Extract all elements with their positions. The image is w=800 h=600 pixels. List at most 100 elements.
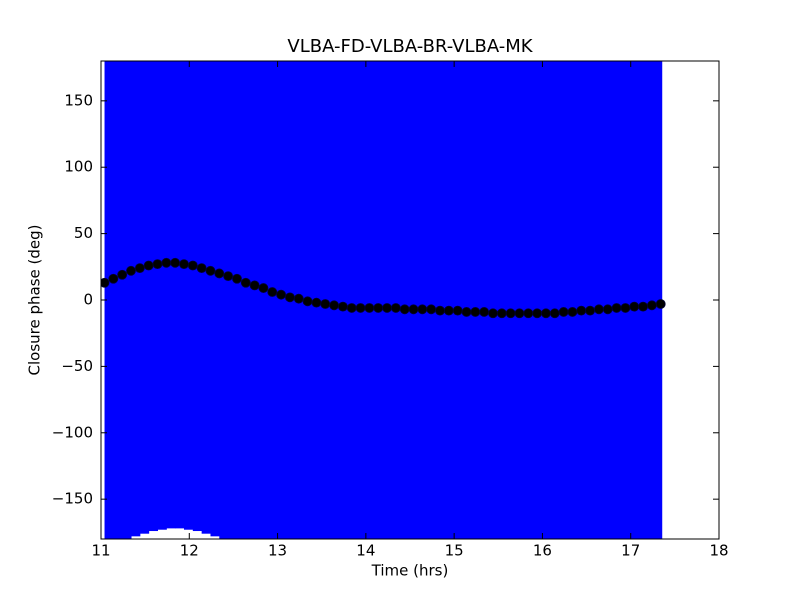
error-bar — [395, 61, 406, 539]
data-point — [196, 263, 207, 274]
x-axis-label: Time (hrs) — [371, 562, 449, 580]
error-bar — [360, 61, 370, 539]
error-bar — [228, 61, 238, 539]
error-bar — [157, 61, 167, 530]
data-point — [523, 308, 534, 319]
error-bar — [537, 61, 547, 539]
data-point — [567, 307, 578, 317]
plot-area — [101, 61, 666, 539]
x-tick-label: 12 — [180, 542, 199, 560]
error-bar — [254, 61, 264, 539]
x-tick-label: 18 — [709, 542, 728, 560]
error-bar — [122, 61, 132, 539]
data-point — [452, 305, 463, 316]
data-point — [293, 293, 304, 304]
data-point — [329, 300, 339, 311]
error-bar — [210, 61, 220, 537]
data-point — [470, 307, 481, 317]
data-point — [320, 299, 331, 309]
data-point — [417, 304, 428, 315]
data-point — [267, 287, 278, 297]
error-bar — [183, 61, 194, 530]
data-point — [338, 301, 348, 312]
error-bar — [104, 61, 114, 539]
error-bar — [492, 61, 503, 539]
data-point — [532, 308, 543, 319]
data-point — [541, 308, 551, 319]
error-bar — [413, 61, 423, 539]
error-bar — [245, 61, 256, 539]
error-bar — [334, 61, 344, 539]
error-bar — [281, 61, 291, 539]
error-bar — [387, 61, 397, 539]
data-point — [285, 292, 295, 303]
axes: 11 12 13 14 15 16 17 18 −150 −100 −50 0 50 100 150 — [52, 61, 729, 560]
error-bar — [484, 61, 494, 539]
error-bar — [431, 61, 441, 539]
error-bar — [201, 61, 211, 534]
error-bar — [219, 61, 229, 539]
error-bar — [192, 61, 203, 532]
data-point — [620, 303, 631, 313]
error-bar — [545, 61, 556, 539]
data-point — [101, 277, 110, 288]
error-bar — [466, 61, 476, 539]
error-bar — [448, 61, 459, 539]
data-point — [488, 308, 498, 319]
x-tick-label: 16 — [533, 542, 552, 560]
data-point — [240, 277, 251, 288]
error-bar — [263, 61, 273, 539]
data-point — [302, 296, 313, 307]
error-bar — [634, 61, 644, 539]
error-bar — [651, 61, 662, 539]
data-point — [514, 308, 525, 319]
data-point — [311, 297, 322, 308]
error-bar — [175, 61, 185, 529]
error-bar — [457, 61, 468, 539]
data-point — [223, 271, 234, 282]
error-bar — [272, 61, 282, 539]
error-bar — [643, 61, 653, 539]
data-point — [496, 308, 507, 319]
data-point — [505, 308, 516, 319]
data-point — [143, 260, 154, 271]
data-point — [408, 304, 419, 315]
data-point — [576, 305, 587, 316]
data-point — [638, 301, 648, 312]
error-bar — [369, 61, 379, 539]
y-axis-label: Closure phase (deg) — [26, 225, 44, 376]
error-bar — [422, 61, 432, 539]
plot-frame — [100, 60, 720, 540]
data-point — [276, 289, 287, 300]
data-point — [443, 305, 454, 316]
y-tick-label: −150 — [52, 490, 93, 508]
y-tick-label: −100 — [52, 423, 93, 441]
error-bar — [113, 61, 123, 539]
error-bar — [378, 61, 388, 539]
error-bar — [510, 61, 520, 539]
error-bar — [554, 61, 565, 539]
error-bar — [581, 61, 591, 539]
data-point — [170, 257, 181, 268]
data-point — [594, 304, 604, 315]
x-tick-label: 11 — [91, 542, 110, 560]
y-tick-label: 50 — [74, 224, 93, 242]
data-point — [602, 304, 613, 315]
error-bar — [440, 61, 450, 539]
x-tick-label: 14 — [356, 542, 375, 560]
error-bar — [528, 61, 538, 539]
data-point — [161, 257, 172, 268]
data-point — [479, 307, 490, 317]
error-bar — [563, 61, 573, 539]
y-tick-label: 100 — [64, 158, 93, 176]
data-point — [346, 303, 357, 313]
data-point — [390, 303, 401, 313]
error-bar — [501, 61, 512, 539]
error-bar — [139, 61, 150, 534]
data-point — [108, 273, 119, 284]
error-bar — [572, 61, 582, 539]
y-tick-label: 0 — [83, 291, 93, 309]
data-point — [611, 303, 622, 313]
